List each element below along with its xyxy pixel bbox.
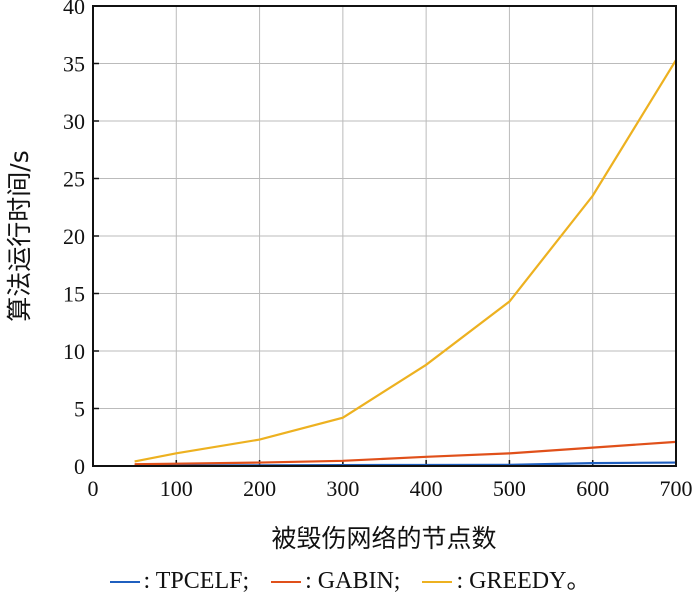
y-tick-label: 5: [74, 397, 85, 422]
legend-item-greedy: : GREEDY。: [422, 560, 590, 595]
y-tick-label: 10: [63, 339, 85, 364]
line-chart: 0 100 200 300 400 500 600 700 0 5 10 15 20 25 30 35 40 被…: [5, 0, 693, 553]
x-tick-label: 500: [493, 476, 526, 501]
y-tick-label: 25: [63, 167, 85, 192]
y-tick-label: 35: [63, 52, 85, 77]
grid: [92, 5, 677, 467]
y-tick-label: 15: [63, 282, 85, 307]
legend-label: : TPCELF;: [143, 568, 250, 594]
legend: : TPCELF; : GABIN; : GREEDY。: [0, 560, 700, 595]
legend-swatch: [422, 581, 453, 584]
x-tick-label: 200: [243, 476, 276, 501]
series-line-gabin: [134, 440, 677, 466]
legend-swatch: [271, 581, 302, 584]
x-tick-label: 300: [326, 476, 359, 501]
x-tick-label: 100: [160, 476, 193, 501]
x-tick-label: 600: [576, 476, 609, 501]
x-axis-label: 被毁伤网络的节点数: [271, 524, 496, 553]
x-tick-label: 0: [88, 476, 99, 501]
series-line-greedy: [134, 59, 677, 463]
x-tick-label: 400: [410, 476, 443, 501]
y-tick-label: 30: [63, 109, 85, 134]
tick-labels: 0 100 200 300 400 500 600 700 0 5 10 15 20 25 30 35 40: [63, 0, 693, 501]
x-tick-label: 700: [660, 476, 693, 501]
y-tick-label: 40: [63, 0, 85, 19]
legend-label: : GREEDY。: [456, 568, 591, 594]
y-axis-label: 算法运行时间/s: [5, 150, 34, 321]
legend-swatch: [109, 581, 140, 584]
legend-item-tpcelf: : TPCELF;: [109, 568, 250, 595]
plot-frame: [92, 5, 677, 467]
legend-label: : GABIN;: [305, 568, 401, 594]
legend-item-gabin: : GABIN;: [271, 568, 400, 595]
y-tick-label: 0: [74, 454, 85, 479]
y-tick-label: 20: [63, 224, 85, 249]
